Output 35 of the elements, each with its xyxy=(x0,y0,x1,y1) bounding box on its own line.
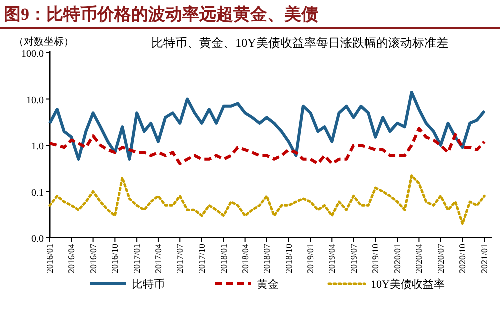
x-tick-label: 2016/04 xyxy=(66,244,77,274)
x-tick-label: 2019/10 xyxy=(370,244,381,274)
chart-subtitle: 比特币、黄金、10Y美债收益率每日涨跌幅的滚动标准差 xyxy=(152,36,448,50)
x-tick-label: 2018/04 xyxy=(240,244,250,274)
chart-title: 图9：比特币价格的波动率远超黄金、美债 xyxy=(4,5,318,24)
y-tick-label: 1.0 xyxy=(32,142,44,152)
x-tick-label: 2018/01 xyxy=(218,244,229,274)
x-tick-label: 2016/10 xyxy=(110,244,120,274)
x-tick-label: 2021/01 xyxy=(480,244,490,274)
x-tick-label: 2018/10 xyxy=(284,244,294,274)
line-series xyxy=(48,90,486,161)
x-tick-label: 2017/01 xyxy=(132,244,142,274)
y-tick-label: 0.0 xyxy=(32,234,44,245)
x-tick-label: 2017/04 xyxy=(153,244,164,274)
legend-label: 10Y美债收益率 xyxy=(371,278,445,291)
y-tick-label: 0.1 xyxy=(32,188,44,199)
x-tick-label: 2020/10 xyxy=(458,244,468,274)
x-tick-label: 2018/07 xyxy=(262,244,272,274)
x-tick-label: 2020/01 xyxy=(392,244,403,274)
line-series xyxy=(48,127,486,166)
x-tick-label: 2017/10 xyxy=(197,244,208,274)
x-tick-label: 2019/07 xyxy=(348,244,359,274)
x-tick-label: 2019/01 xyxy=(306,244,316,274)
line-series xyxy=(48,174,486,226)
x-tick-label: 2019/04 xyxy=(327,244,338,274)
legend-label: 黄金 xyxy=(257,278,279,291)
x-tick-label: 2016/07 xyxy=(88,244,98,274)
y-tick-label: 100.0 xyxy=(22,49,44,60)
x-tick-label: 2016/01 xyxy=(45,244,55,274)
legend-label: 比特币 xyxy=(132,278,165,291)
x-tick-label: 2020/04 xyxy=(414,244,424,274)
x-tick-label: 2020/07 xyxy=(436,244,446,274)
y-tick-label: 10.0 xyxy=(26,95,44,106)
x-tick-label: 2017/07 xyxy=(175,244,186,274)
y-axis-title: （对数坐标） xyxy=(14,36,74,48)
